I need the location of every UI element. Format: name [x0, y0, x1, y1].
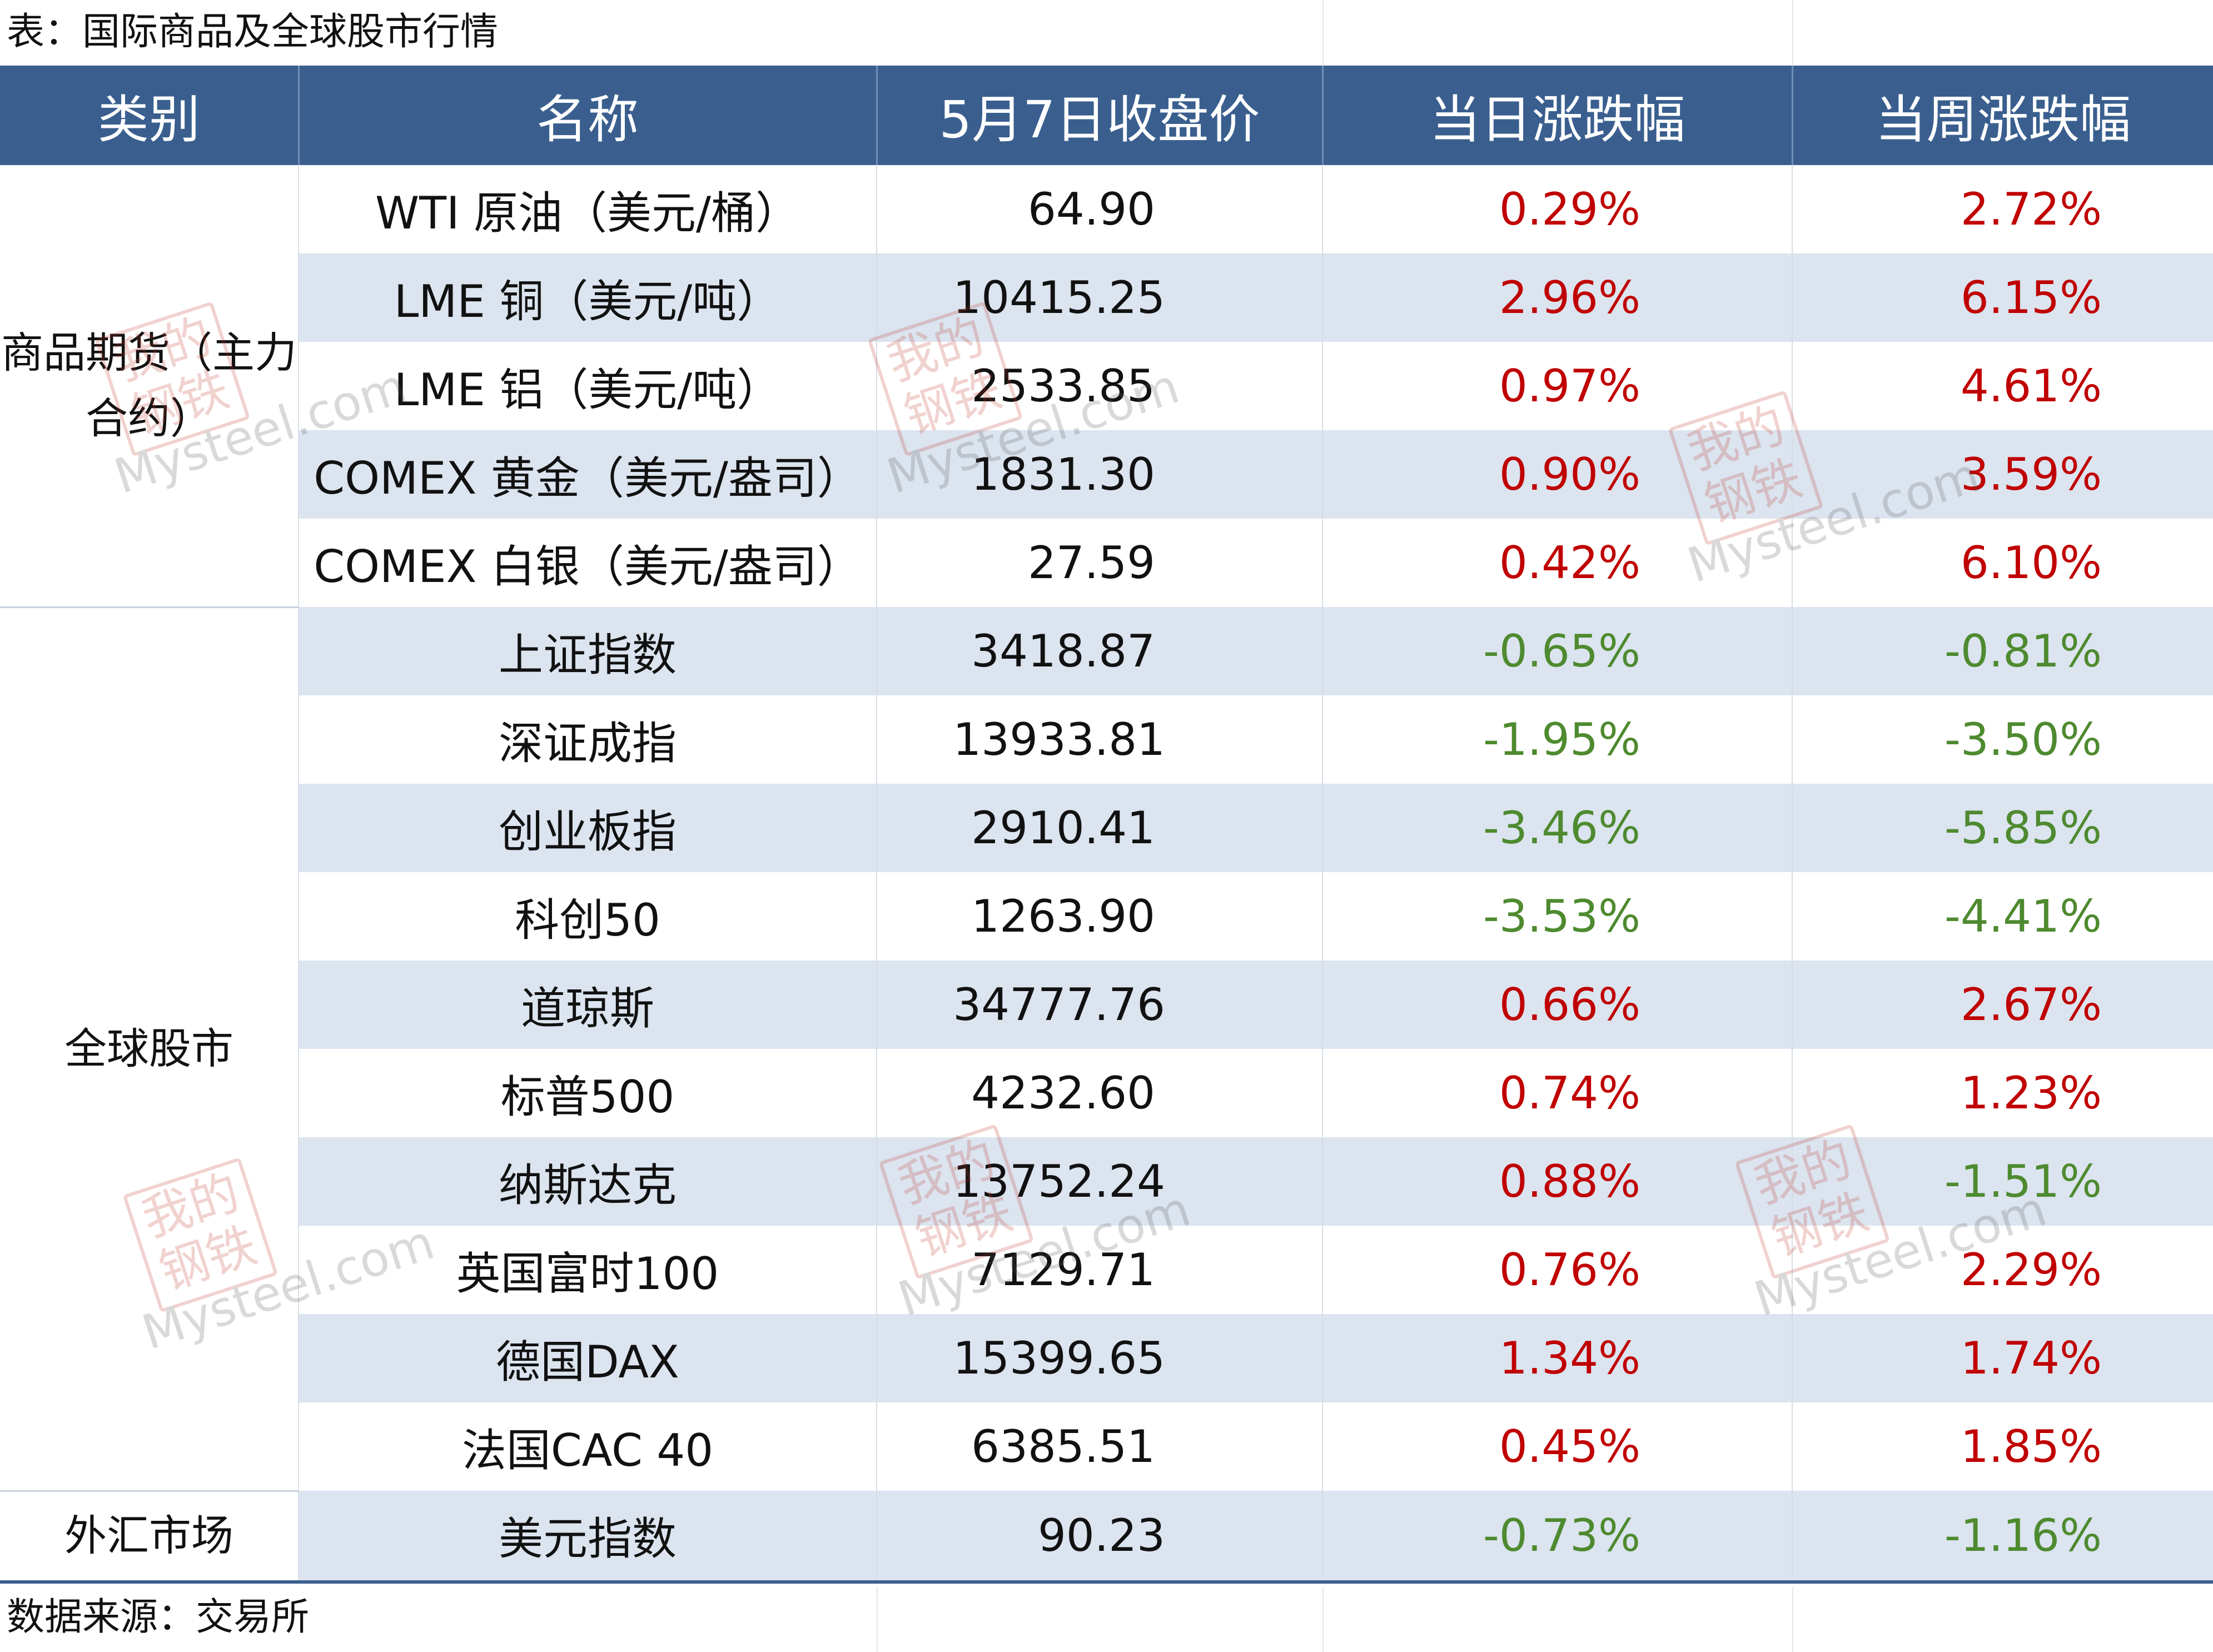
weekly-change: -1.51%	[1792, 1137, 2213, 1226]
data-source-note: 数据来源：交易所	[7, 1595, 310, 1639]
weekly-change: 2.67%	[1792, 961, 2213, 1049]
close-price: 64.90	[877, 165, 1323, 253]
close-price: 13752.24	[877, 1137, 1323, 1226]
column-header-daily-change: 当日涨跌幅	[1322, 66, 1793, 165]
instrument-name: COMEX 黄金（美元/盎司）	[299, 430, 877, 519]
table-row: 创业板指 2910.41 -3.46% -5.85%	[0, 784, 2213, 872]
close-price: 1831.30	[877, 430, 1323, 519]
close-price: 13933.81	[877, 695, 1323, 784]
weekly-change: 2.72%	[1960, 183, 2102, 235]
gridline	[1792, 1587, 1793, 1652]
market-table: 类别 名称 5月7日收盘价 当日涨跌幅 当周涨跌幅 商品期货（主力合约） WTI…	[0, 66, 2213, 1584]
instrument-name: 科创50	[299, 872, 877, 961]
weekly-change: 6.15%	[1792, 253, 2213, 342]
daily-change: 0.45%	[1322, 1402, 1793, 1491]
close-price: 2533.85	[877, 342, 1323, 430]
table-row: LME 铜（美元/吨） 10415.25 2.96% 6.15%	[0, 253, 2213, 342]
weekly-change: -1.16%	[1792, 1491, 2213, 1584]
daily-change: -3.46%	[1322, 784, 1793, 872]
weekly-change: 2.29%	[1960, 1244, 2102, 1296]
weekly-change: 6.10%	[1960, 537, 2102, 589]
instrument-name: 标普500	[299, 1049, 877, 1137]
weekly-change: -3.50%	[1944, 714, 2102, 765]
instrument-name: 德国DAX	[299, 1314, 877, 1402]
gridline	[1322, 0, 1324, 66]
table-row: 外汇市场 美元指数 90.23 -0.73% -1.16%	[0, 1491, 2213, 1584]
gridline	[1322, 1587, 1324, 1652]
instrument-name: 道琼斯	[299, 961, 877, 1049]
category-commodities: 商品期货（主力合约）	[0, 165, 299, 608]
category-fx: 外汇市场	[0, 1491, 299, 1584]
daily-change: -0.73%	[1322, 1491, 1793, 1584]
close-price: 15399.65	[877, 1314, 1323, 1402]
instrument-name: 上证指数	[299, 607, 877, 695]
weekly-change: 3.59%	[1792, 430, 2213, 519]
instrument-name: 英国富时100	[299, 1226, 877, 1314]
daily-change: -1.95%	[1322, 695, 1793, 784]
table-row: COMEX 白银（美元/盎司） 27.59 0.42% 6.10%	[0, 519, 2213, 607]
table-row: 标普500 4232.60 0.74% 1.23%	[0, 1049, 2213, 1137]
close-price: 1263.90	[877, 872, 1323, 961]
weekly-change: -0.81%	[1792, 607, 2213, 695]
table-row: 道琼斯 34777.76 0.66% 2.67%	[0, 961, 2213, 1049]
gridline	[1792, 0, 1793, 66]
daily-change: 0.29%	[1322, 165, 1793, 253]
daily-change: -3.53%	[1322, 872, 1793, 961]
close-price: 4232.60	[877, 1049, 1323, 1137]
table-row: 德国DAX 15399.65 1.34% 1.74%	[0, 1314, 2213, 1402]
close-price: 7129.71	[877, 1226, 1323, 1314]
table-row: 全球股市 上证指数 3418.87 -0.65% -0.81%	[0, 607, 2213, 1492]
weekly-change: -4.41%	[1944, 890, 2102, 942]
close-price: 90.23	[877, 1491, 1323, 1584]
weekly-change: -5.85%	[1792, 784, 2213, 872]
close-price: 6385.51	[877, 1402, 1323, 1491]
category-stocks: 全球股市	[0, 607, 299, 1492]
close-price: 2910.41	[877, 784, 1323, 872]
table-row: 纳斯达克 13752.24 0.88% -1.51%	[0, 1137, 2213, 1226]
instrument-name: 美元指数	[299, 1491, 877, 1584]
daily-change: 1.34%	[1322, 1314, 1793, 1402]
table-row: 深证成指 13933.81 -1.95% -3.50%	[0, 695, 2213, 784]
close-price: 10415.25	[877, 253, 1323, 342]
header-row: 类别 名称 5月7日收盘价 当日涨跌幅 当周涨跌幅	[0, 66, 2213, 165]
weekly-change: 1.85%	[1960, 1421, 2102, 1472]
instrument-name: WTI 原油（美元/桶）	[299, 165, 877, 253]
table-row: 法国CAC 40 6385.51 0.45% 1.85%	[0, 1402, 2213, 1491]
daily-change: 0.90%	[1322, 430, 1793, 519]
table-row: 商品期货（主力合约） WTI 原油（美元/桶） 64.90 0.29% 2.72…	[0, 165, 2213, 608]
table-row: 英国富时100 7129.71 0.76% 2.29%	[0, 1226, 2213, 1314]
daily-change: -0.65%	[1322, 607, 1793, 695]
column-header-close-price: 5月7日收盘价	[877, 66, 1324, 165]
daily-change: 2.96%	[1322, 253, 1793, 342]
weekly-change: 1.23%	[1960, 1067, 2102, 1119]
daily-change: 0.97%	[1322, 342, 1793, 430]
instrument-name: 深证成指	[299, 695, 877, 784]
daily-change: 0.74%	[1322, 1049, 1793, 1137]
column-header-name: 名称	[299, 66, 878, 165]
instrument-name: 法国CAC 40	[299, 1402, 877, 1491]
column-header-category: 类别	[0, 66, 300, 165]
gridline	[877, 1587, 878, 1652]
table-row: LME 铝（美元/吨） 2533.85 0.97% 4.61%	[0, 342, 2213, 430]
daily-change: 0.76%	[1322, 1226, 1793, 1314]
close-price: 3418.87	[877, 607, 1323, 695]
table-row: 科创50 1263.90 -3.53% -4.41%	[0, 872, 2213, 961]
table-row: COMEX 黄金（美元/盎司） 1831.30 0.90% 3.59%	[0, 430, 2213, 519]
instrument-name: 创业板指	[299, 784, 877, 872]
weekly-change: 4.61%	[1960, 360, 2102, 412]
daily-change: 0.88%	[1322, 1137, 1793, 1226]
instrument-name: LME 铝（美元/吨）	[299, 342, 877, 430]
close-price: 27.59	[877, 519, 1323, 607]
daily-change: 0.66%	[1322, 961, 1793, 1049]
instrument-name: LME 铜（美元/吨）	[299, 253, 877, 342]
column-header-weekly-change: 当周涨跌幅	[1792, 66, 2213, 165]
instrument-name: COMEX 白银（美元/盎司）	[299, 519, 877, 607]
daily-change: 0.42%	[1322, 519, 1793, 607]
weekly-change: 1.74%	[1792, 1314, 2213, 1402]
table-caption: 表：国际商品及全球股市行情	[7, 10, 499, 54]
instrument-name: 纳斯达克	[299, 1137, 877, 1226]
close-price: 34777.76	[877, 961, 1323, 1049]
